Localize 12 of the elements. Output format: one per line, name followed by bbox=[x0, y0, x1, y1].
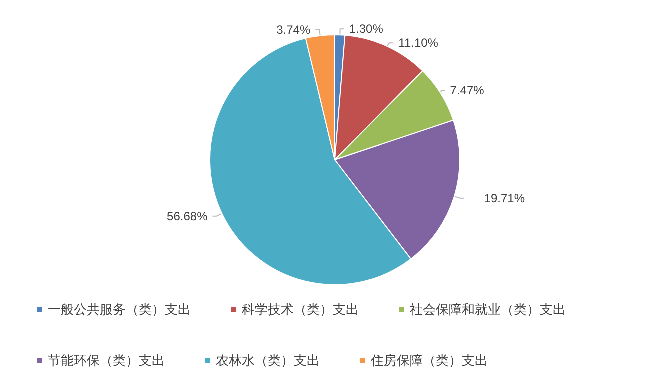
legend-label: 农林水（类）支出 bbox=[216, 353, 320, 368]
legend-label: 节能环保（类）支出 bbox=[48, 353, 165, 368]
legend-label: 社会保障和就业（类）支出 bbox=[410, 302, 566, 317]
legend-label: 一般公共服务（类）支出 bbox=[48, 302, 191, 317]
data-label: 3.74% bbox=[276, 22, 311, 37]
legend-label: 科学技术（类）支出 bbox=[242, 302, 359, 317]
data-label: 7.47% bbox=[450, 84, 485, 98]
data-label: 1.30% bbox=[349, 22, 384, 36]
data-label: 19.71% bbox=[484, 191, 526, 206]
data-label: 11.10% bbox=[398, 36, 439, 50]
data-label: 56.68% bbox=[167, 209, 208, 224]
legend-label: 住房保障（类）支出 bbox=[370, 353, 488, 368]
